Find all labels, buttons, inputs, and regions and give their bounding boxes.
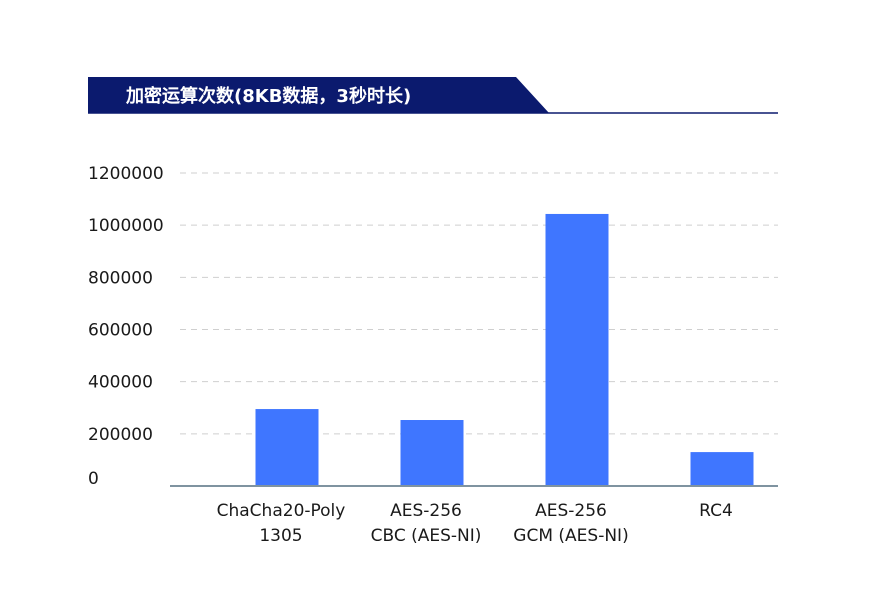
x-category-label: RC4 (699, 501, 733, 521)
y-axis-ticks: 0 200000 400000 600000 800000 1000000 1200000 (88, 164, 164, 489)
title-banner: 加密运算次数(8KB数据，3秒时长) (88, 77, 778, 114)
y-tick-label: 400000 (88, 373, 153, 393)
x-category-label: AES-256 (535, 501, 607, 521)
y-tick-label: 0 (88, 469, 99, 489)
y-tick-label: 1000000 (88, 216, 164, 236)
bar (255, 409, 319, 486)
x-category-label: CBC (AES-NI) (371, 526, 482, 546)
x-category-label: GCM (AES-NI) (513, 526, 628, 546)
title-band (88, 77, 549, 113)
y-tick-label: 800000 (88, 268, 153, 288)
bar (690, 452, 754, 486)
x-category-label: 1305 (259, 526, 302, 546)
y-tick-label: 600000 (88, 321, 153, 341)
x-category-label: AES-256 (390, 501, 462, 521)
y-tick-label: 1200000 (88, 164, 164, 184)
bar (545, 213, 609, 486)
x-category-label: ChaCha20-Poly (217, 501, 346, 521)
bars (255, 213, 754, 486)
grid-lines (180, 172, 778, 435)
bar (400, 420, 464, 486)
chart-title: 加密运算次数(8KB数据，3秒时长) (125, 85, 411, 107)
x-axis-labels: ChaCha20-Poly 1305 AES-256 CBC (AES-NI) AES-… (217, 501, 733, 546)
y-tick-label: 200000 (88, 425, 153, 445)
